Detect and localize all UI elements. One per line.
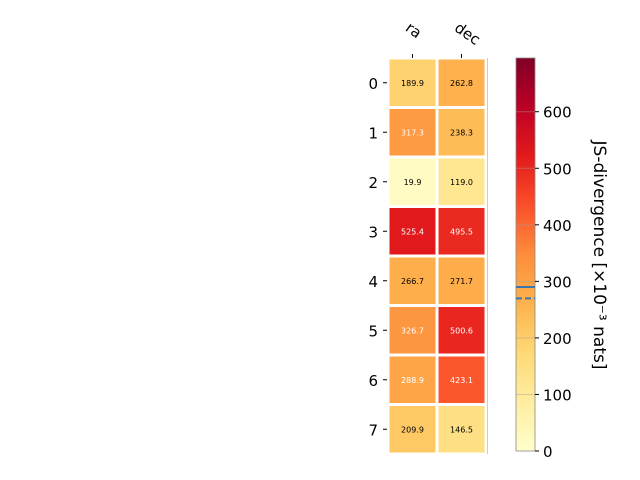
column-labels: ra dec xyxy=(402,19,484,58)
column-label: dec xyxy=(451,19,483,49)
cell-value-label: 288.9 xyxy=(401,376,424,385)
colorbar-tick-label: 300 xyxy=(543,273,572,291)
heatmap-cell xyxy=(438,307,485,354)
heatmap-cell xyxy=(389,158,436,205)
colorbar-tick-label: 0 xyxy=(543,443,553,461)
heatmap-cell xyxy=(389,208,436,255)
colorbar-gradient xyxy=(515,57,536,452)
row-label: 0 xyxy=(368,75,378,93)
row-label: 2 xyxy=(368,174,378,192)
cell-value-label: 238.3 xyxy=(450,128,473,137)
cell-value-label: 262.8 xyxy=(450,79,473,88)
heatmap-cell xyxy=(389,257,436,304)
cell-value-label: 119.0 xyxy=(450,178,473,187)
colorbar-tick-label: 600 xyxy=(543,104,572,122)
cell-value-label: 525.4 xyxy=(401,227,424,236)
cell-value-label: 500.6 xyxy=(450,326,473,335)
row-label: 4 xyxy=(368,273,378,291)
heatmap-cell xyxy=(438,208,485,255)
heatmap-cell xyxy=(389,59,436,106)
heatmap-cell xyxy=(389,406,436,453)
row-labels: 0 1 2 3 4 5 6 7 xyxy=(368,75,387,439)
heatmap-cell xyxy=(438,406,485,453)
cell-value-label: 209.9 xyxy=(401,425,424,434)
heatmap-cell xyxy=(389,307,436,354)
cell-value-label: 146.5 xyxy=(450,425,473,434)
heatmap-cell xyxy=(389,356,436,403)
cell-value-label: 317.3 xyxy=(401,128,424,137)
heatmap-grid: 189.9 262.8 317.3 238.3 19.9 119.0 525.4 495.5 2… xyxy=(388,58,488,454)
row-label: 6 xyxy=(368,372,378,390)
row-label: 1 xyxy=(368,124,378,142)
cell-value-label: 326.7 xyxy=(401,326,424,335)
cell-value-label: 266.7 xyxy=(401,277,424,286)
column-label: ra xyxy=(402,19,425,43)
heatmap-cell xyxy=(438,59,485,106)
row-label: 7 xyxy=(368,421,378,439)
colorbar-tick-label: 200 xyxy=(543,330,572,348)
colorbar-tick-label: 400 xyxy=(543,217,572,235)
heatmap-cell xyxy=(438,158,485,205)
heatmap-cell xyxy=(438,356,485,403)
heatmap-cell xyxy=(438,257,485,304)
row-label: 3 xyxy=(368,223,378,241)
heatmap-cell xyxy=(389,109,436,156)
colorbar-tick-label: 100 xyxy=(543,386,572,404)
colorbar-label: JS-divergence [×10⁻³ nats] xyxy=(589,140,609,370)
cell-value-label: 19.9 xyxy=(404,178,422,187)
colorbar: 0 100 200 300 400 500 600 xyxy=(515,57,572,461)
colorbar-tick-label: 500 xyxy=(543,160,572,178)
cell-value-label: 189.9 xyxy=(401,79,424,88)
cell-value-label: 495.5 xyxy=(450,227,473,236)
cell-value-label: 423.1 xyxy=(450,376,473,385)
row-label: 5 xyxy=(368,322,378,340)
heatmap-cell xyxy=(438,109,485,156)
cell-value-label: 271.7 xyxy=(450,277,473,286)
